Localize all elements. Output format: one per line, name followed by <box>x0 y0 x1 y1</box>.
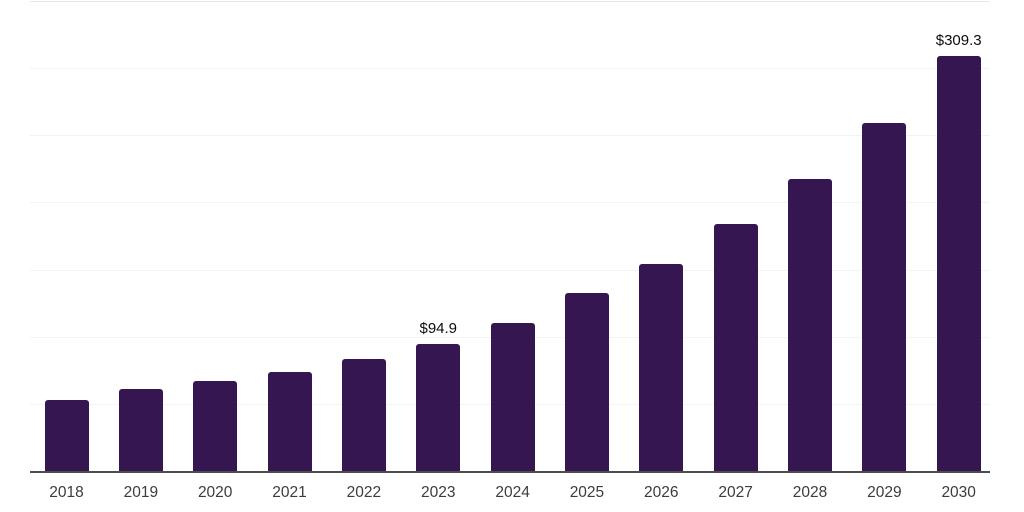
plot-area: $94.9 $309.3 <box>30 1 990 473</box>
gridline-250 <box>30 135 990 137</box>
x-tick-2020: 2020 <box>197 484 233 501</box>
x-tick-2018: 2018 <box>49 484 84 501</box>
bar-value-label-2030: $309.3 <box>935 32 982 50</box>
bar-2022 <box>341 359 386 471</box>
bar-2020 <box>193 381 238 471</box>
x-tick-2029: 2029 <box>867 484 902 501</box>
bar-2027 <box>713 223 758 471</box>
bar-2028 <box>788 178 832 471</box>
bar-2026 <box>639 264 684 471</box>
gridline-300 <box>30 68 990 70</box>
bar-2021 <box>267 372 312 471</box>
x-tick-2026: 2026 <box>644 484 679 501</box>
x-tick-2025: 2025 <box>569 484 605 501</box>
bar-2030 <box>936 55 981 471</box>
bar-value-label-2023: $94.9 <box>419 320 458 338</box>
gridline-200 <box>30 202 990 204</box>
bar-2018 <box>44 399 89 471</box>
x-tick-2022: 2022 <box>346 484 382 501</box>
bar-2025 <box>564 293 609 471</box>
x-tick-2030: 2030 <box>941 484 976 501</box>
bar-2024 <box>490 323 535 471</box>
bar-2023 <box>416 343 461 471</box>
x-tick-2024: 2024 <box>495 484 530 501</box>
bar-2029 <box>862 122 907 471</box>
x-tick-2023: 2023 <box>421 484 456 501</box>
bar-2019 <box>118 388 163 471</box>
x-tick-2021: 2021 <box>272 484 307 501</box>
x-tick-2028: 2028 <box>792 484 828 501</box>
gridline-350 <box>30 1 990 2</box>
x-tick-2019: 2019 <box>123 484 159 501</box>
x-tick-2027: 2027 <box>718 484 753 501</box>
gridline-150 <box>30 269 990 271</box>
